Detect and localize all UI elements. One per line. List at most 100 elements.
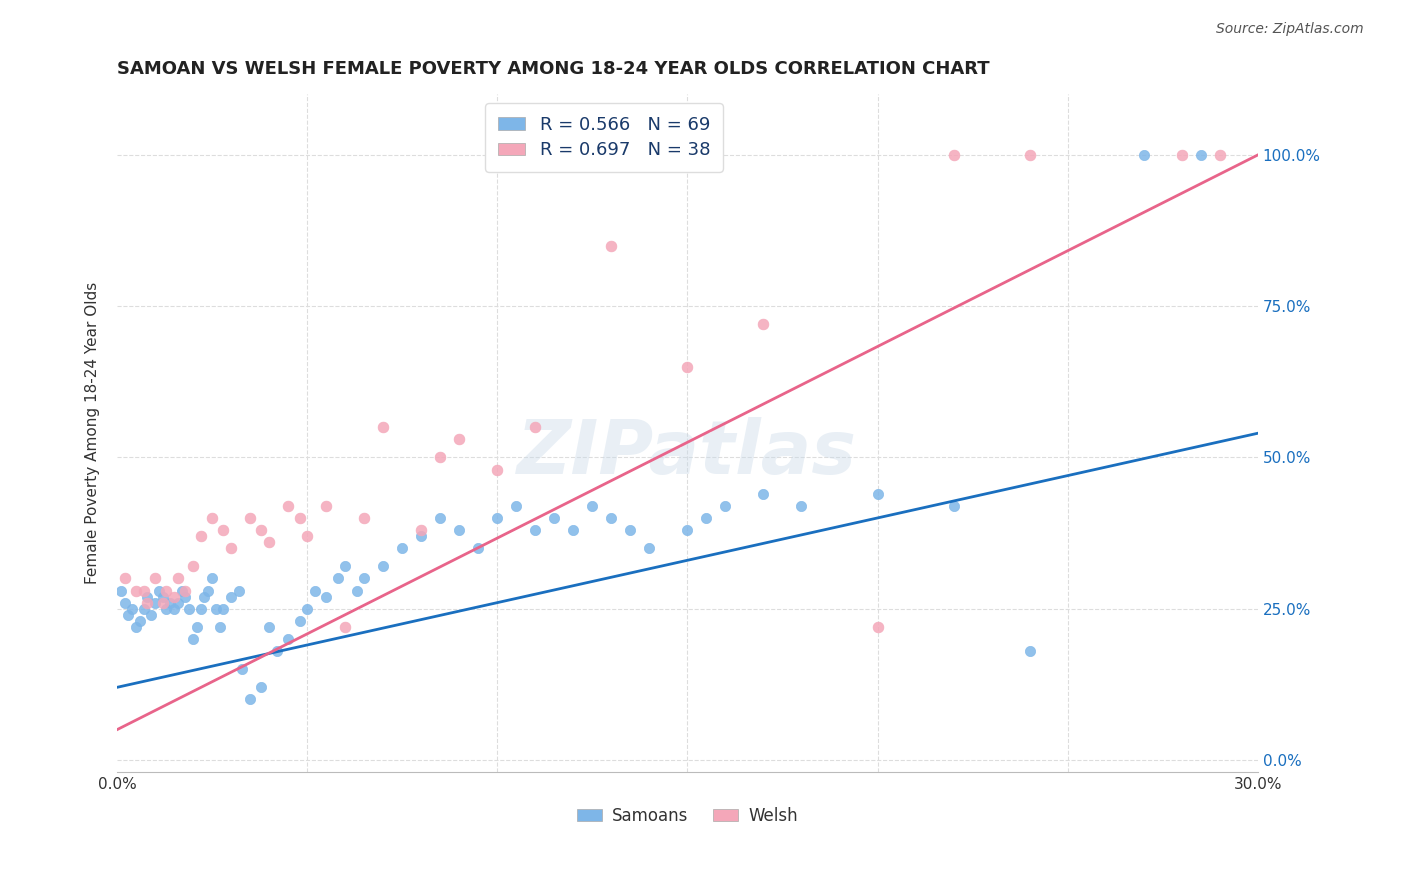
Point <box>174 590 197 604</box>
Point <box>373 559 395 574</box>
Point <box>143 571 166 585</box>
Point <box>752 318 775 332</box>
Point <box>128 614 150 628</box>
Point <box>257 535 280 549</box>
Point <box>136 596 159 610</box>
Point <box>136 590 159 604</box>
Point <box>600 238 623 252</box>
Point <box>132 601 155 615</box>
Y-axis label: Female Poverty Among 18-24 Year Olds: Female Poverty Among 18-24 Year Olds <box>86 282 100 584</box>
Point <box>543 511 565 525</box>
Point <box>942 148 965 162</box>
Point <box>524 420 547 434</box>
Point <box>942 499 965 513</box>
Point <box>257 620 280 634</box>
Point <box>326 571 349 585</box>
Point <box>353 571 375 585</box>
Point <box>190 601 212 615</box>
Point <box>1209 148 1232 162</box>
Point <box>411 529 433 543</box>
Point <box>141 607 163 622</box>
Point <box>391 541 413 556</box>
Text: SAMOAN VS WELSH FEMALE POVERTY AMONG 18-24 YEAR OLDS CORRELATION CHART: SAMOAN VS WELSH FEMALE POVERTY AMONG 18-… <box>117 60 990 78</box>
Point <box>1132 148 1154 162</box>
Point <box>181 632 204 646</box>
Point <box>228 583 250 598</box>
Point <box>197 583 219 598</box>
Point <box>179 601 201 615</box>
Point <box>333 620 356 634</box>
Text: ZIPatlas: ZIPatlas <box>517 417 858 490</box>
Point <box>486 511 509 525</box>
Point <box>429 450 451 465</box>
Point <box>1171 148 1194 162</box>
Point <box>159 596 181 610</box>
Point <box>866 487 889 501</box>
Point <box>174 583 197 598</box>
Point <box>429 511 451 525</box>
Point <box>714 499 737 513</box>
Point <box>193 590 215 604</box>
Point <box>152 596 174 610</box>
Point <box>676 523 699 537</box>
Point <box>505 499 527 513</box>
Point <box>277 632 299 646</box>
Point <box>676 359 699 374</box>
Point <box>1189 148 1212 162</box>
Point <box>219 541 242 556</box>
Point <box>201 511 224 525</box>
Point <box>333 559 356 574</box>
Point <box>346 583 368 598</box>
Point <box>114 596 136 610</box>
Point <box>315 590 337 604</box>
Point <box>695 511 717 525</box>
Point <box>752 487 775 501</box>
Point <box>212 601 235 615</box>
Point <box>186 620 208 634</box>
Point <box>155 601 177 615</box>
Point <box>581 499 603 513</box>
Point <box>315 499 337 513</box>
Point <box>155 583 177 598</box>
Point <box>231 662 253 676</box>
Point <box>288 511 311 525</box>
Point <box>790 499 813 513</box>
Point <box>239 511 262 525</box>
Point <box>562 523 585 537</box>
Point <box>201 571 224 585</box>
Point <box>524 523 547 537</box>
Point <box>163 601 186 615</box>
Point <box>638 541 661 556</box>
Point <box>212 523 235 537</box>
Point <box>205 601 228 615</box>
Point <box>125 620 148 634</box>
Point <box>288 614 311 628</box>
Point <box>1018 148 1040 162</box>
Point <box>449 523 471 537</box>
Point <box>866 620 889 634</box>
Point <box>208 620 231 634</box>
Point <box>467 541 489 556</box>
Legend: Samoans, Welsh: Samoans, Welsh <box>571 800 804 831</box>
Point <box>239 692 262 706</box>
Point <box>373 420 395 434</box>
Point <box>411 523 433 537</box>
Point <box>295 529 318 543</box>
Point <box>619 523 641 537</box>
Point <box>600 511 623 525</box>
Point <box>1018 644 1040 658</box>
Point <box>143 596 166 610</box>
Point <box>181 559 204 574</box>
Point <box>353 511 375 525</box>
Point <box>166 596 188 610</box>
Point <box>132 583 155 598</box>
Point <box>486 462 509 476</box>
Point <box>190 529 212 543</box>
Point <box>110 583 132 598</box>
Point <box>152 590 174 604</box>
Point <box>114 571 136 585</box>
Point <box>121 601 143 615</box>
Point <box>304 583 326 598</box>
Point <box>163 590 186 604</box>
Point <box>125 583 148 598</box>
